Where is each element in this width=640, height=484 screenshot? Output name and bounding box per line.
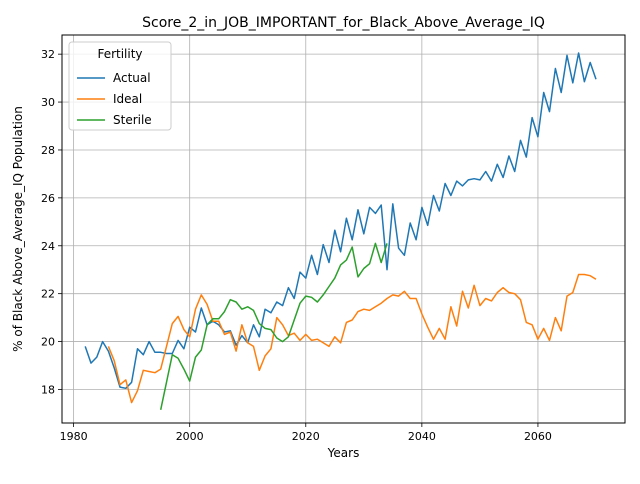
chart-title: Score_2_in_JOB_IMPORTANT_for_Black_Above…: [142, 15, 545, 31]
y-tick-label: 18: [41, 383, 55, 396]
series-line-actual: [84, 52, 597, 390]
series-line-ideal: [107, 273, 597, 404]
legend-items: Actual Ideal Sterile: [77, 71, 152, 127]
x-tick-label: 2020: [292, 430, 320, 443]
y-tick-label: 20: [41, 336, 55, 349]
plot-frame: [61, 34, 626, 424]
legend-box: [68, 41, 172, 131]
y-tick-label: 26: [41, 192, 55, 205]
x-tick-label: 2040: [408, 430, 436, 443]
legend: Fertility Actual Ideal Sterile: [68, 41, 172, 131]
y-tick-label: 22: [41, 288, 55, 301]
series-line-sterile: [159, 242, 388, 410]
y-tick-label: 32: [41, 48, 55, 61]
x-tick-label: 2000: [176, 430, 204, 443]
y-tick-label: 28: [41, 144, 55, 157]
y-tick-label: 30: [41, 96, 55, 109]
legend-label-actual: Actual: [113, 71, 151, 85]
legend-label-sterile: Sterile: [113, 113, 152, 127]
grid-lines: [62, 35, 625, 423]
y-tick-label: 24: [41, 240, 55, 253]
y-axis-label: % of Black Above_Average_IQ Population: [11, 106, 25, 352]
series-lines: [84, 52, 597, 410]
x-tick-label: 1980: [60, 430, 88, 443]
legend-label-ideal: Ideal: [113, 92, 142, 106]
axis-ticks: 1980 2000 2020 2040 2060 18 20 22 24 26 28 30 32: [41, 48, 552, 443]
legend-title: Fertility: [97, 47, 142, 61]
x-tick-label: 2060: [524, 430, 552, 443]
x-axis-label: Years: [327, 446, 360, 460]
